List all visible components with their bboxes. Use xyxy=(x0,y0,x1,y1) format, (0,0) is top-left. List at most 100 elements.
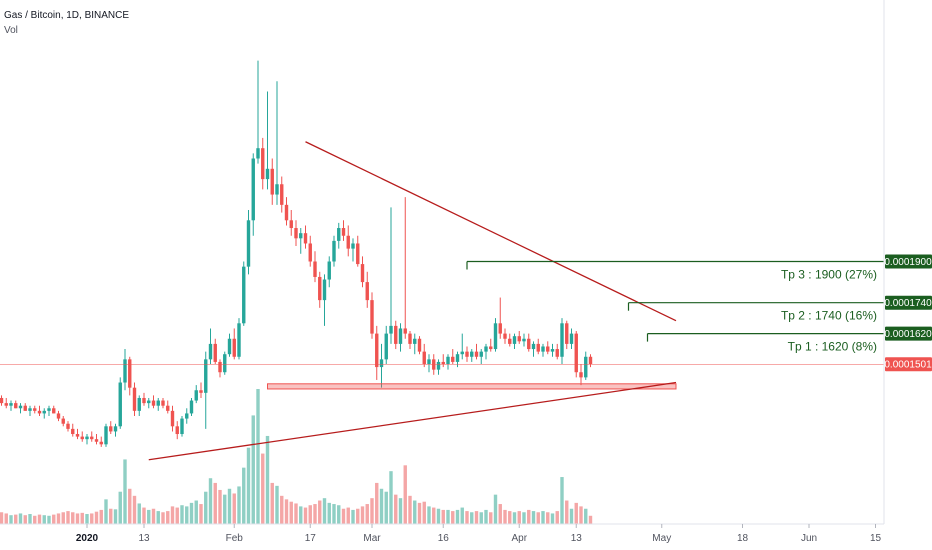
volume-bar xyxy=(47,515,51,524)
volume-bar xyxy=(71,512,75,524)
current-price-badge-label: 0.0001501 xyxy=(884,360,932,371)
candle-body xyxy=(94,439,99,442)
volume-bar xyxy=(322,498,327,524)
candle-body xyxy=(403,328,407,334)
candle-body xyxy=(351,243,355,249)
candle-body xyxy=(389,325,393,334)
volume-bar xyxy=(460,507,464,524)
volume-bar xyxy=(536,512,540,524)
volume-bar xyxy=(356,508,360,524)
candle-body xyxy=(337,228,341,241)
volume-bar xyxy=(194,500,198,524)
volume-bar xyxy=(33,515,37,524)
candle-body xyxy=(360,264,365,283)
candle-body xyxy=(18,405,23,409)
volume-bar xyxy=(299,506,303,524)
volume-bar xyxy=(137,503,141,524)
volume-bar xyxy=(527,509,531,524)
volume-bar xyxy=(517,511,521,524)
volume-bar xyxy=(147,509,151,524)
time-tick-label: 16 xyxy=(438,533,450,544)
volume-bar xyxy=(337,505,341,524)
time-tick-label: Apr xyxy=(511,533,527,544)
volume-bar xyxy=(560,477,564,524)
candle-body xyxy=(569,333,574,344)
volume-bar xyxy=(294,503,298,524)
time-tick-label: 13 xyxy=(138,533,150,544)
candle-body xyxy=(384,333,388,360)
volume-bar xyxy=(398,498,403,524)
volume-bar xyxy=(37,514,42,524)
volume-bar xyxy=(546,512,550,524)
volume-bar xyxy=(346,507,350,524)
candle-body xyxy=(332,240,336,262)
candle-body xyxy=(47,408,51,411)
candle-body xyxy=(261,148,265,180)
candle-body xyxy=(61,418,65,424)
volume-bar xyxy=(408,495,412,524)
candle-body xyxy=(256,148,260,159)
volume-bar xyxy=(579,506,583,524)
candle-body xyxy=(28,408,32,411)
volume-bar xyxy=(550,513,555,524)
candle-body xyxy=(199,390,203,393)
candle-body xyxy=(132,387,137,411)
volume-bar xyxy=(379,488,384,524)
candle-body xyxy=(23,405,27,411)
time-tick-label: Mar xyxy=(363,533,381,544)
candle-body xyxy=(503,333,507,339)
candle-body xyxy=(208,343,213,360)
candle-body xyxy=(460,351,464,355)
volume-bar xyxy=(99,509,103,524)
volume-bar xyxy=(18,513,23,524)
volume-bar xyxy=(270,482,274,524)
price-badges: 0.0001900 0.0001740 0.0001620 0.0001501 xyxy=(884,254,932,372)
volume-bar xyxy=(61,512,65,524)
candle-body xyxy=(227,338,232,355)
volume-bar xyxy=(455,509,460,524)
volume-bar xyxy=(569,508,574,524)
candle-body xyxy=(66,423,70,429)
volume-bar xyxy=(128,488,132,524)
volume-bar xyxy=(280,495,284,524)
candle-body xyxy=(142,397,146,404)
volume-bar xyxy=(470,512,474,524)
volume-bar xyxy=(208,478,213,524)
volume-bar xyxy=(204,491,208,524)
candle-body xyxy=(232,338,236,357)
candle-body xyxy=(474,351,479,357)
volume-bar xyxy=(351,509,355,524)
candle-body xyxy=(85,436,89,440)
volume-bar xyxy=(375,482,379,524)
volume-bar xyxy=(223,494,227,524)
volume-bar xyxy=(427,506,431,524)
volume-bar xyxy=(166,511,170,524)
candle-body xyxy=(584,356,588,378)
candle-body xyxy=(408,333,412,344)
candle-body xyxy=(427,359,431,365)
candle-body xyxy=(33,408,37,411)
candle-body xyxy=(479,351,483,357)
candle-body xyxy=(265,168,270,180)
candle-body xyxy=(546,346,550,352)
volume-bar xyxy=(142,507,146,524)
candle-body xyxy=(147,400,151,404)
candle-body xyxy=(56,413,61,419)
volume-bar xyxy=(565,500,569,524)
candle-body xyxy=(218,361,222,373)
candle-body xyxy=(560,323,564,357)
time-axis: 2020 13 Feb 17 Mar 16 Apr 13 May 18 Jun 15 xyxy=(76,524,881,544)
candle-body xyxy=(280,184,284,205)
candle-body xyxy=(37,410,42,414)
volume-bar xyxy=(555,511,559,524)
candle-body xyxy=(375,333,379,368)
volume-bar xyxy=(0,512,4,524)
candle-body xyxy=(498,323,502,334)
candle-body xyxy=(527,338,531,350)
volume-bar xyxy=(113,509,118,524)
volume-bar xyxy=(365,504,369,524)
volume-bar xyxy=(489,512,493,524)
volume-bar xyxy=(503,509,507,524)
volume-bar xyxy=(227,488,232,524)
